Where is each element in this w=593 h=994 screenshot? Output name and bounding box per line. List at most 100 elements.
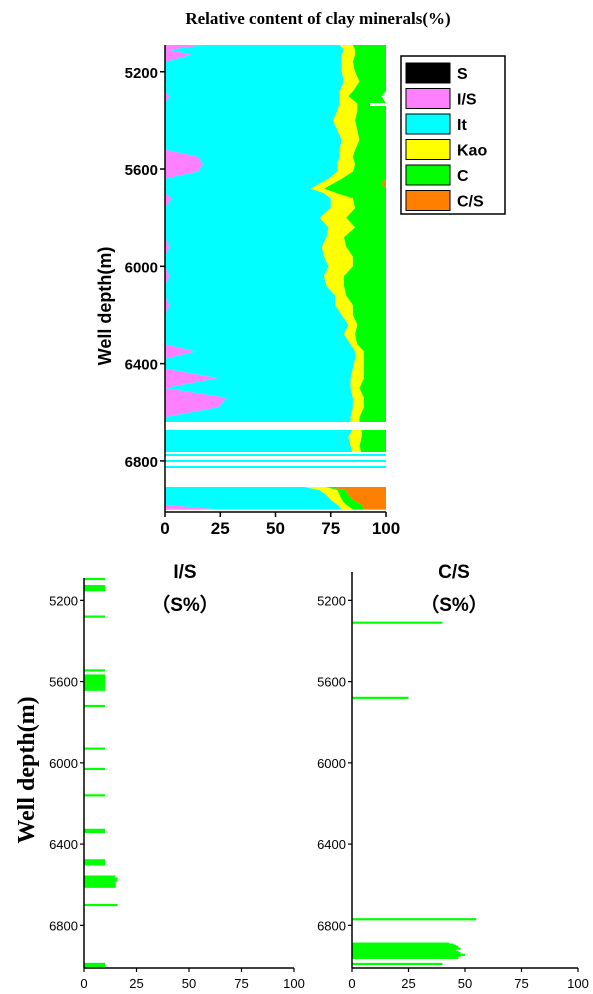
is-bar [84, 828, 105, 831]
x-tick-label: 100 [372, 519, 400, 538]
is-y-tick-label: 6800 [49, 918, 78, 933]
legend-label: It [457, 117, 467, 134]
is-x-tick-label: 0 [80, 976, 87, 991]
y-axis-label: Well depth(m) [95, 247, 115, 366]
legend-swatch [405, 88, 451, 109]
is-bar [84, 680, 105, 683]
is-bar [84, 589, 105, 592]
is-x-tick-label: 25 [129, 976, 143, 991]
composition-layers [165, 45, 386, 510]
y-tick-label: 5600 [125, 162, 158, 179]
is-x-tick-label: 50 [182, 976, 196, 991]
legend-label: C [457, 168, 469, 185]
cs-y-tick-label: 5600 [317, 675, 346, 690]
x-tick-label: 25 [211, 519, 230, 538]
legend: S I/S It Kao C C/S [400, 55, 506, 215]
is-chart: I/S （S%） 5200 5600 6000 6400 6800 0 25 50 75 100… [14, 562, 305, 991]
cs-y-tick-label: 6800 [317, 918, 346, 933]
y-tick-label: 6800 [125, 454, 158, 471]
legend-label: I/S [457, 92, 477, 109]
cs-y-tick-label: 6000 [317, 756, 346, 771]
is-x-tick-label: 100 [283, 976, 305, 991]
is-chart-subtitle: （S%） [151, 593, 219, 616]
clay-composition-chart: Relative content of clay minerals(%) 520… [95, 9, 506, 538]
cs-chart-subtitle: （S%） [420, 593, 488, 616]
is-bar [84, 587, 105, 590]
legend-label: S [457, 66, 468, 83]
is-bar [84, 964, 105, 968]
cs-x-tick-label: 75 [514, 976, 528, 991]
is-bar [84, 861, 105, 864]
is-bar [84, 676, 105, 679]
is-bar [84, 794, 105, 797]
cs-bar [352, 621, 443, 624]
legend-label: C/S [457, 194, 484, 211]
legend-label: Kao [457, 143, 487, 160]
sample-gap-band [165, 452, 386, 487]
upper-c-area [324, 45, 386, 422]
is-y-tick-label: 5600 [49, 675, 78, 690]
composition-gaps [165, 103, 386, 487]
cs-y-tick-labels: 5200 5600 6000 6400 6800 [317, 593, 352, 933]
upper-it-area [165, 45, 356, 422]
is-bar [84, 674, 105, 677]
is-bar [84, 669, 105, 672]
x-tick-label: 0 [160, 519, 169, 538]
is-bar [84, 684, 105, 687]
cs-chart: C/S （S%） 5200 5600 6000 6400 6800 0 25 50 75 100 [317, 562, 589, 991]
is-bar [84, 885, 116, 888]
is-bar [84, 859, 105, 862]
cs-x-tick-label: 100 [567, 976, 589, 991]
is-bar [84, 883, 116, 886]
cs-bar [352, 956, 459, 959]
is-bar [84, 678, 105, 681]
cs-x-tick-label: 25 [401, 976, 415, 991]
upper-kao-area [310, 45, 364, 422]
is-y-axis-label: Well depth(m) [14, 696, 40, 843]
chart-title: Relative content of clay minerals(%) [185, 9, 450, 28]
is-x-tick-labels: 0 25 50 75 100 [80, 968, 305, 991]
sample-gap-notch [370, 103, 386, 106]
is-bar [84, 686, 105, 689]
is-bar [84, 704, 105, 708]
legend-swatch [405, 113, 451, 135]
legend-swatch [405, 164, 451, 186]
sample-gap-band [165, 424, 386, 430]
is-bar [84, 615, 105, 618]
y-tick-label: 5200 [125, 65, 158, 82]
is-chart-title: I/S [173, 562, 196, 583]
upper-is-area [165, 45, 227, 422]
y-tick-label: 6400 [125, 357, 158, 374]
cs-x-tick-labels: 0 25 50 75 100 [348, 968, 589, 991]
is-bar [84, 577, 105, 581]
x-tick-label: 75 [321, 519, 340, 538]
is-bar [84, 877, 118, 880]
cs-bar [352, 962, 443, 966]
legend-item: Kao [405, 139, 487, 160]
cs-y-tick-label: 6400 [317, 837, 346, 852]
is-y-tick-label: 6000 [49, 756, 78, 771]
is-bar [84, 682, 105, 685]
x-tick-label: 50 [266, 519, 285, 538]
legend-swatch [405, 62, 451, 84]
is-bar [84, 747, 105, 750]
legend-swatch [405, 139, 451, 160]
cs-bar [352, 696, 409, 699]
is-x-tick-label: 75 [234, 976, 248, 991]
cs-chart-title: C/S [438, 562, 470, 583]
lower-c-area [308, 429, 386, 510]
is-y-tick-label: 5200 [49, 593, 78, 608]
legend-item: I/S [405, 88, 477, 109]
is-bar [84, 863, 105, 866]
legend-item: It [405, 113, 467, 135]
x-tick-labels: 0 25 50 75 100 [160, 512, 400, 538]
legend-item: C/S [405, 190, 484, 211]
cs-y-tick-label: 5200 [317, 593, 346, 608]
legend-swatch [405, 190, 451, 211]
cs-bar [352, 918, 477, 921]
is-bar [84, 688, 105, 691]
is-bar [84, 903, 118, 907]
is-bar [84, 875, 116, 878]
cs-x-tick-label: 0 [348, 976, 355, 991]
